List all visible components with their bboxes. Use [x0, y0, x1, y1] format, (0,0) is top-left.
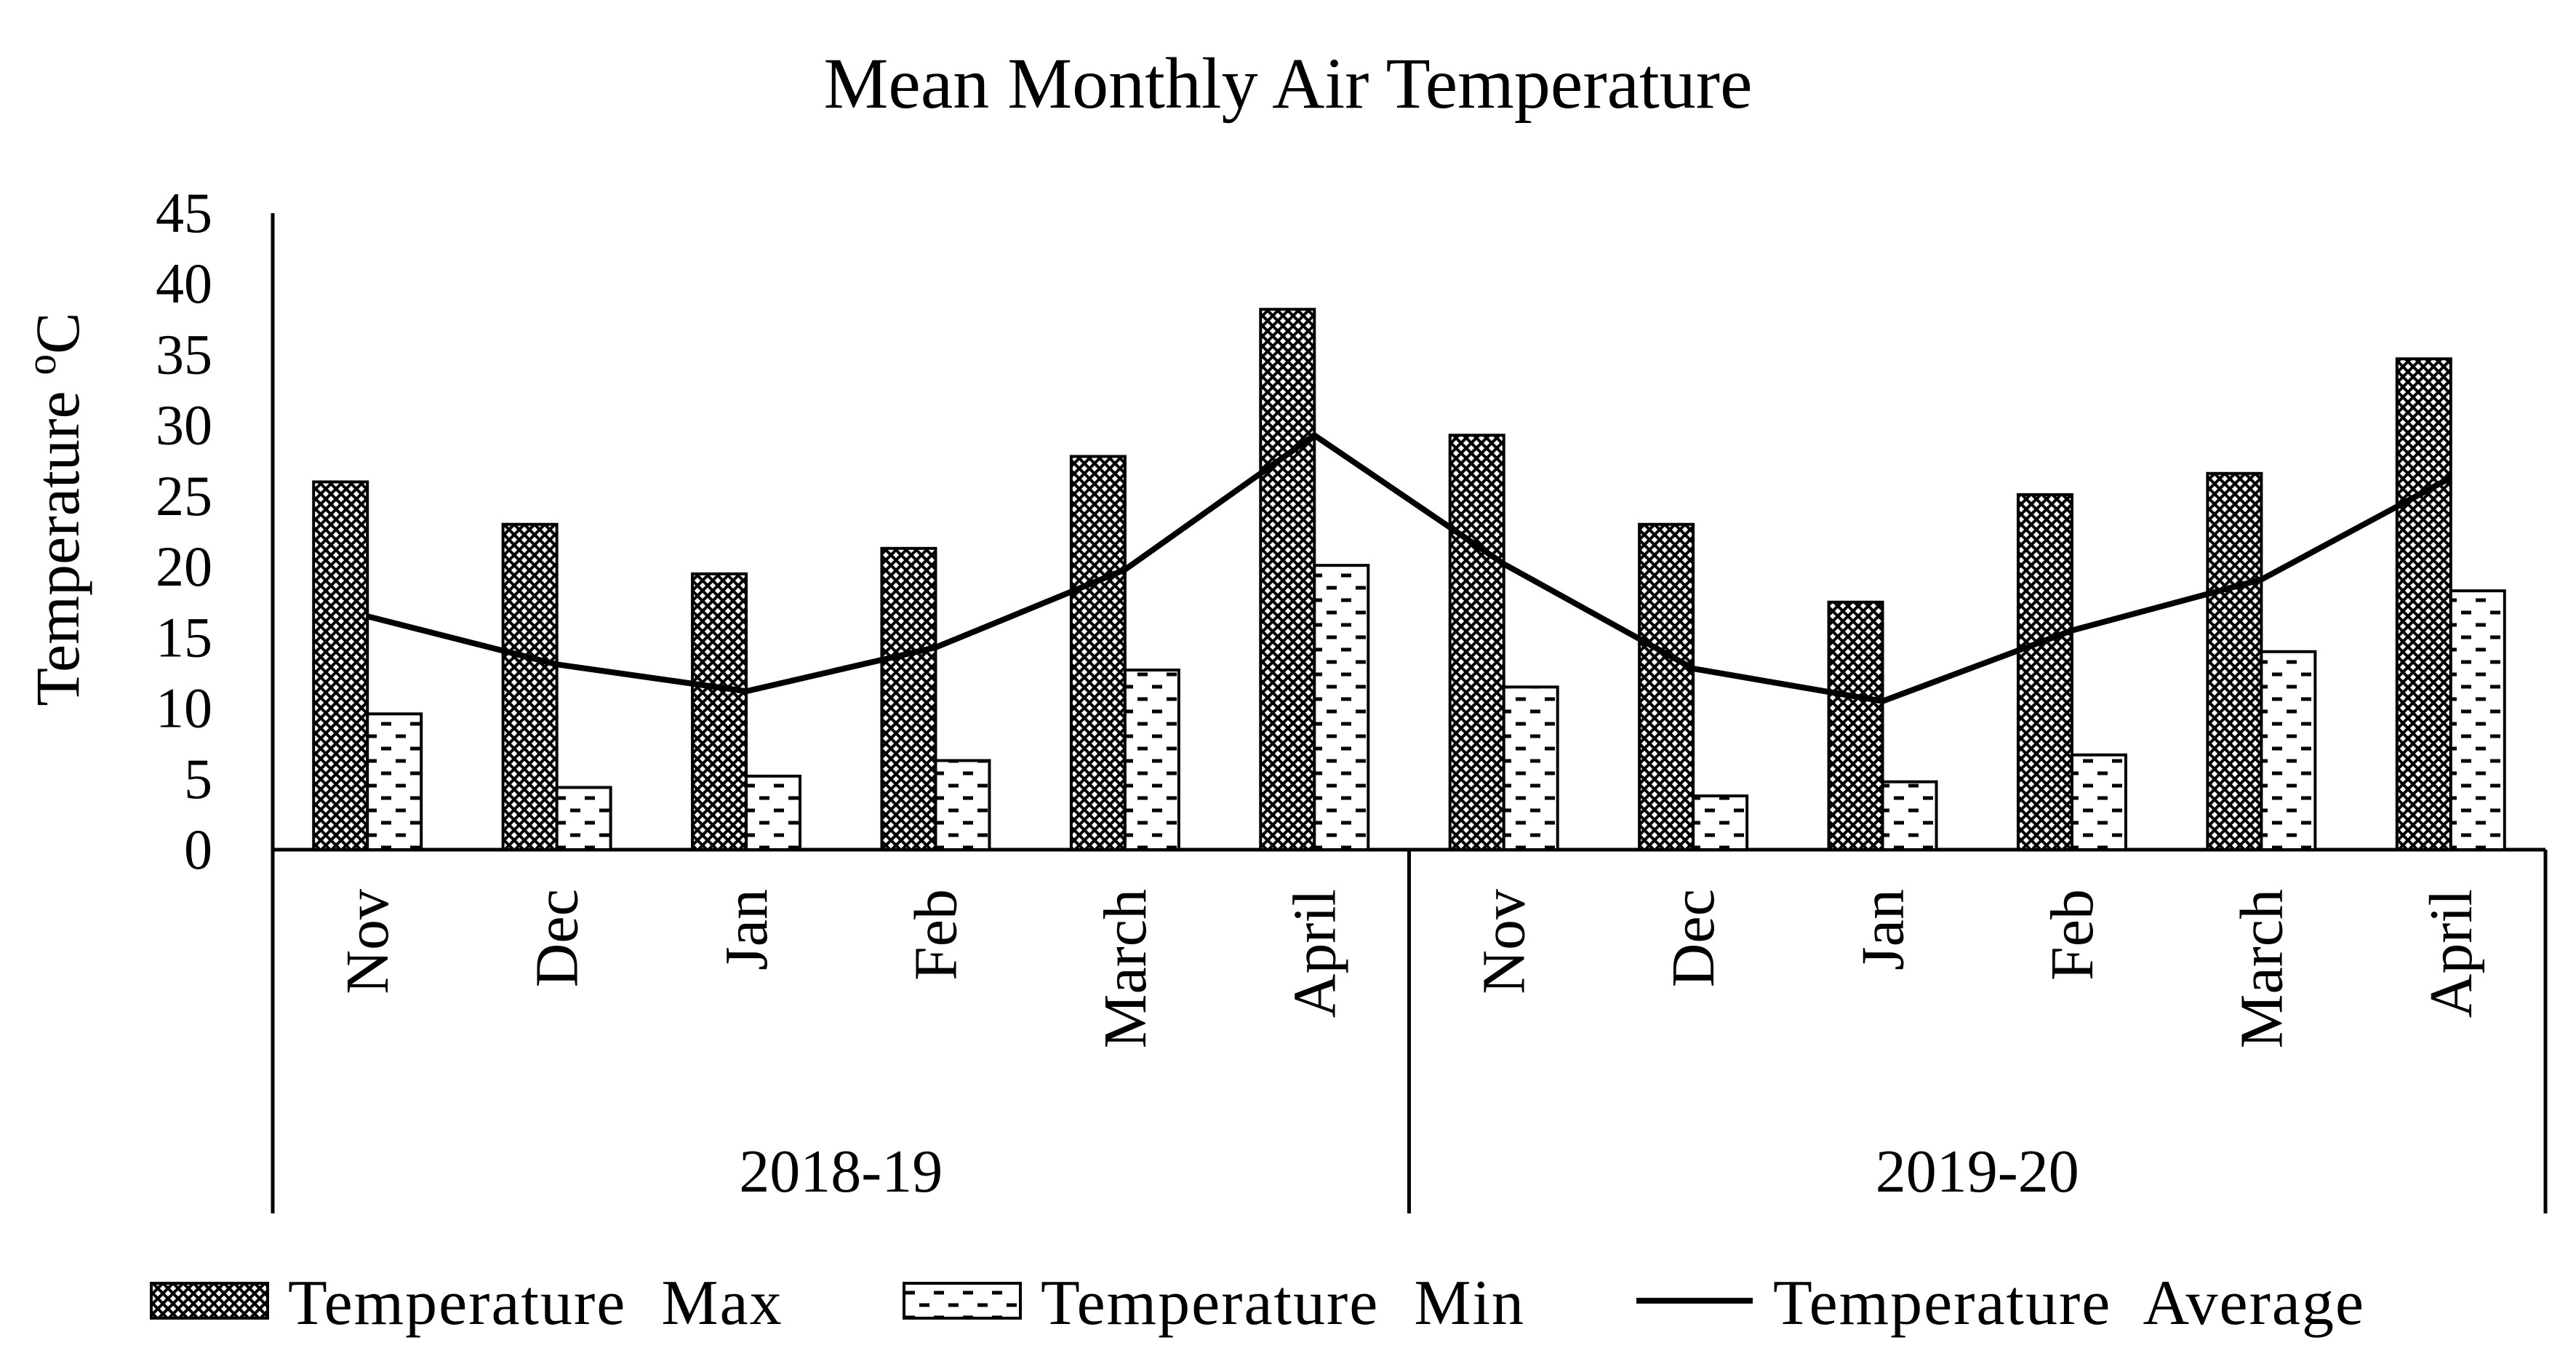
bar-temperature-min [555, 786, 612, 852]
point-temperature-average [1692, 668, 1695, 670]
y-axis-label-celsius: C [23, 312, 92, 354]
bar-temperature-max [1827, 600, 1884, 851]
bar-temperature-max [1069, 455, 1127, 851]
y-tick-label: 40 [156, 252, 212, 315]
axes [271, 213, 2548, 1213]
x-tick-label: March [2228, 889, 2295, 1048]
x-tick-label: April [1281, 889, 1348, 1018]
chart-title: Mean Monthly Air Temperature [824, 43, 1753, 124]
series-temperature-min [366, 564, 2506, 852]
legend-label: Temperature Max [288, 1268, 783, 1339]
bar-temperature-min [2260, 650, 2317, 851]
bar-temperature-min [1692, 794, 1749, 851]
point-temperature-average [1313, 434, 1316, 436]
point-temperature-average [1503, 563, 1505, 565]
x-tick-label: Nov [1471, 889, 1538, 994]
y-tick-label: 30 [156, 394, 212, 457]
x-tick-label: Jan [1849, 889, 1917, 970]
legend: Temperature Max Temperature Min Temperatur… [150, 1268, 2365, 1339]
bar-temperature-min [934, 759, 991, 851]
legend-swatch-temperature-min [903, 1282, 1022, 1320]
point-temperature-average [1881, 700, 1884, 702]
x-tick-label: Feb [2039, 889, 2106, 981]
y-tick-label: 35 [156, 322, 212, 386]
y-tick-label: 45 [156, 181, 212, 244]
point-temperature-average [2449, 476, 2452, 479]
y-tick-label: 0 [184, 818, 212, 881]
bar-temperature-max [2395, 357, 2452, 851]
bar-temperature-min [1881, 780, 1938, 851]
y-tick-label: 10 [156, 677, 212, 740]
bar-temperature-min [1123, 669, 1180, 851]
bar-temperature-max [2016, 492, 2073, 851]
point-temperature-average [745, 690, 748, 693]
x-tick-label: March [1092, 889, 1159, 1048]
series-temperature-average [367, 432, 2452, 704]
legend-label: Temperature Min [1041, 1268, 1525, 1339]
group-label: 2018-19 [739, 1138, 943, 1205]
point-temperature-average [2071, 629, 2073, 631]
bar-temperature-max [880, 546, 937, 851]
y-axis-label-degree: o [17, 354, 65, 375]
y-tick-label: 5 [184, 747, 212, 810]
bar-temperature-max [2206, 471, 2263, 851]
y-tick-label: 25 [156, 464, 212, 527]
group-labels: 2018-19 2019-20 [739, 1138, 2079, 1205]
x-tick-label: April [2417, 889, 2485, 1018]
x-tick-label: Dec [524, 889, 591, 987]
category-labels: Nov Dec Jan Feb March April Nov Dec Jan Feb March A… [334, 889, 2485, 1048]
point-temperature-average [556, 663, 558, 666]
bar-temperature-max [691, 572, 748, 851]
x-tick-label: Feb [902, 889, 969, 981]
x-tick-label: Dec [1660, 889, 1727, 987]
bar-temperature-min [1502, 685, 1559, 852]
point-temperature-average [1124, 569, 1126, 570]
point-temperature-average [935, 646, 937, 648]
legend-swatch-temperature-max [150, 1282, 269, 1320]
y-axis-label: Temperature oC [17, 312, 92, 706]
bar-temperature-max [501, 522, 559, 851]
x-tick-label: Nov [334, 889, 401, 994]
y-tick-label: 20 [156, 535, 212, 598]
bar-temperature-max [312, 480, 369, 851]
bar-temperature-max [1259, 308, 1316, 851]
bar-temperature-min [366, 712, 423, 851]
y-tick-label: 15 [156, 605, 212, 669]
point-temperature-average [367, 615, 369, 618]
bar-temperature-min [2070, 753, 2127, 851]
bar-temperature-max [1448, 434, 1505, 851]
bar-temperature-min [1313, 564, 1370, 852]
series-temperature-max [312, 308, 2452, 851]
x-tick-label: Jan [713, 889, 780, 970]
y-axis-label-text: Temperature [23, 375, 92, 706]
legend-label: Temperature Average [1773, 1268, 2365, 1339]
bar-temperature-max [1638, 522, 1695, 851]
point-temperature-average [2260, 578, 2263, 581]
y-tick-labels: 0 5 10 15 20 25 30 35 40 45 [156, 181, 212, 881]
bar-temperature-min [2449, 589, 2506, 852]
line-temperature-average [367, 432, 2452, 704]
group-label: 2019-20 [1876, 1138, 2079, 1205]
bar-temperature-min [745, 774, 802, 852]
